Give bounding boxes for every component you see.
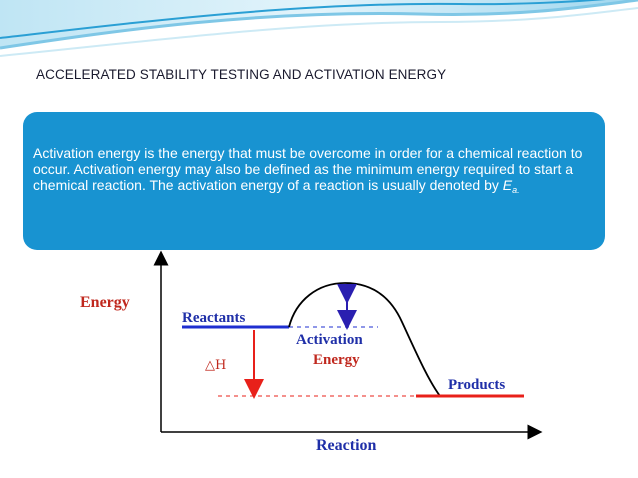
delta-h-label: △H	[205, 358, 226, 373]
x-axis-label: Reaction	[316, 437, 377, 454]
energy-curve	[288, 282, 441, 397]
activation-energy-symbol: E	[502, 177, 513, 193]
products-label: Products	[448, 377, 505, 393]
energy-diagram: Energy Reaction Reactants Products Activ…	[80, 250, 543, 454]
activation-label-line1: Activation	[296, 332, 363, 348]
slide-title: ACCELERATED STABILITY TESTING AND ACTIVA…	[36, 67, 447, 82]
definition-text: Activation energy is the energy that mus…	[33, 145, 595, 198]
y-axis-label: Energy	[80, 294, 130, 311]
activation-label-line2: Energy	[313, 352, 360, 368]
activation-energy-subscript: a.	[512, 185, 520, 195]
header-banner	[0, 0, 638, 70]
definition-box: Activation energy is the energy that mus…	[23, 112, 605, 250]
reactants-label: Reactants	[182, 310, 245, 326]
definition-main-text: Activation energy is the energy that mus…	[33, 145, 583, 193]
